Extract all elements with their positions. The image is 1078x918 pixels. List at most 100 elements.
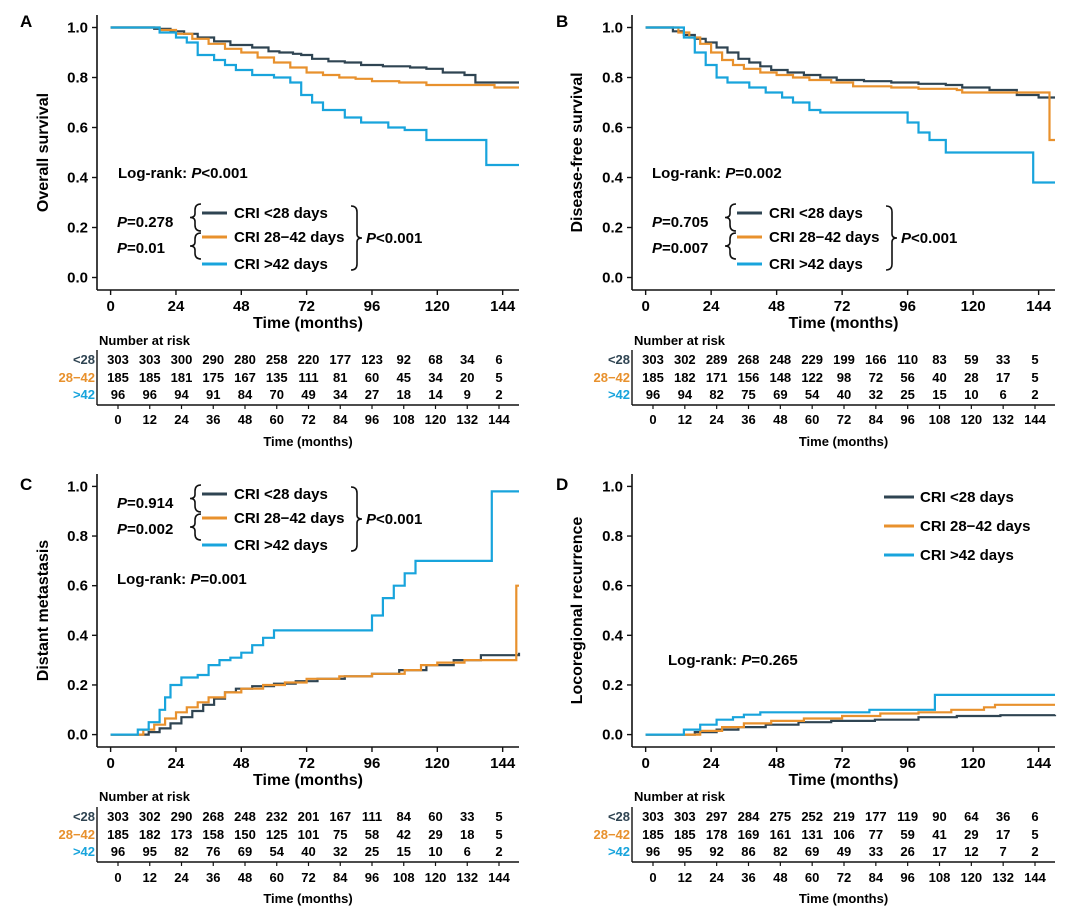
- brace-right: [350, 486, 363, 552]
- risk-time-label: 24: [174, 412, 189, 427]
- risk-time-label: 48: [238, 870, 252, 885]
- km-curve-1: [110, 652, 521, 736]
- y-axis-label: Distant metastasis: [35, 540, 52, 681]
- x-tick-label: 0: [641, 298, 649, 315]
- risk-group-label-2: 28−42: [58, 370, 95, 385]
- x-tick-label: 120: [425, 755, 450, 772]
- y-tick-label: 0.6: [602, 578, 623, 595]
- y-tick-label: 0.0: [602, 270, 623, 287]
- risk-cell: 110: [897, 352, 918, 367]
- risk-cell: 303: [674, 809, 696, 824]
- km-curve-2: [645, 26, 1055, 142]
- legend-label-3: CRI >42 days: [234, 256, 328, 273]
- x-tick-label: 96: [899, 298, 916, 315]
- risk-cell: 82: [773, 844, 787, 859]
- logrank-text: Log-rank: P<0.001: [118, 165, 248, 182]
- risk-time-label: 36: [741, 412, 755, 427]
- x-tick-label: 96: [899, 755, 916, 772]
- risk-cell: 92: [709, 844, 723, 859]
- x-tick-label: 24: [703, 755, 720, 772]
- x-tick-label: 144: [1026, 755, 1052, 772]
- brace-left-2: [189, 513, 202, 541]
- risk-cell: 303: [107, 352, 129, 367]
- x-tick-label: 48: [233, 298, 250, 315]
- y-axis-label: Overall survival: [35, 93, 52, 212]
- risk-cell: 59: [964, 352, 978, 367]
- risk-cell: 14: [428, 387, 443, 402]
- risk-cell: 280: [234, 352, 256, 367]
- risk-cell: 28: [964, 370, 978, 385]
- risk-cell: 91: [206, 387, 220, 402]
- logrank-label: Log-rank:: [668, 652, 741, 669]
- risk-time-label: 132: [456, 870, 478, 885]
- risk-cell: 17: [932, 844, 946, 859]
- risk-time-label: 120: [425, 870, 447, 885]
- risk-time-label: 108: [393, 412, 415, 427]
- pairwise-p-value: =0.914: [127, 495, 174, 512]
- risk-time-label: 72: [837, 412, 851, 427]
- legend-label-1: CRI <28 days: [234, 486, 328, 503]
- risk-cell: 49: [837, 844, 851, 859]
- x-tick-label: 24: [168, 298, 185, 315]
- risk-cell: 232: [266, 809, 288, 824]
- risk-time-label: 12: [143, 870, 157, 885]
- risk-cell: 166: [865, 352, 887, 367]
- risk-time-label: 84: [333, 412, 348, 427]
- risk-cell: 248: [234, 809, 256, 824]
- brace-left-1: [189, 484, 202, 513]
- y-tick-label: 1.0: [67, 20, 88, 37]
- risk-cell: 84: [397, 809, 412, 824]
- x-tick-label: 48: [768, 755, 785, 772]
- risk-cell: 75: [741, 387, 755, 402]
- risk-x-label: Time (months): [799, 434, 888, 449]
- y-tick-label: 0.6: [67, 120, 88, 137]
- x-tick-label: 144: [1026, 298, 1052, 315]
- x-tick-label: 120: [961, 755, 986, 772]
- risk-cell: 302: [674, 352, 696, 367]
- risk-cell: 17: [996, 370, 1010, 385]
- risk-cell: 96: [111, 844, 125, 859]
- risk-time-label: 0: [649, 870, 656, 885]
- y-tick-label: 0.8: [67, 528, 88, 545]
- risk-cell: 2: [1031, 844, 1038, 859]
- y-tick-label: 0.2: [67, 220, 88, 237]
- pairwise-p-value: =0.705: [662, 214, 708, 231]
- risk-cell: 86: [741, 844, 755, 859]
- risk-cell: 220: [298, 352, 320, 367]
- risk-time-label: 144: [1024, 870, 1046, 885]
- risk-time-label: 108: [393, 870, 415, 885]
- risk-time-label: 132: [992, 412, 1014, 427]
- risk-cell: 76: [206, 844, 220, 859]
- risk-cell: 268: [738, 352, 760, 367]
- pairwise-p-1: P=0.278: [117, 214, 173, 231]
- risk-cell: 72: [869, 370, 883, 385]
- logrank-value: <0.001: [201, 165, 247, 182]
- y-tick-label: 1.0: [67, 478, 88, 495]
- risk-time-label: 0: [114, 412, 121, 427]
- risk-cell: 95: [143, 844, 157, 859]
- risk-cell: 290: [202, 352, 224, 367]
- risk-cell: 83: [932, 352, 946, 367]
- y-tick-label: 0.4: [602, 627, 624, 644]
- risk-cell: 92: [397, 352, 411, 367]
- x-tick-label: 0: [641, 755, 649, 772]
- risk-cell: 96: [143, 387, 157, 402]
- risk-cell: 167: [234, 370, 256, 385]
- risk-cell: 64: [964, 809, 979, 824]
- logrank-p: P: [725, 165, 736, 182]
- risk-cell: 59: [900, 827, 914, 842]
- risk-time-label: 12: [678, 870, 692, 885]
- legend-label-2: CRI 28−42 days: [234, 510, 345, 527]
- x-tick-label: 0: [106, 755, 114, 772]
- risk-cell: 156: [738, 370, 760, 385]
- y-tick-label: 0.2: [602, 677, 623, 694]
- risk-cell: 150: [234, 827, 256, 842]
- risk-cell: 27: [365, 387, 379, 402]
- risk-cell: 34: [460, 352, 475, 367]
- risk-cell: 303: [642, 809, 664, 824]
- km-curve-3: [645, 26, 1055, 184]
